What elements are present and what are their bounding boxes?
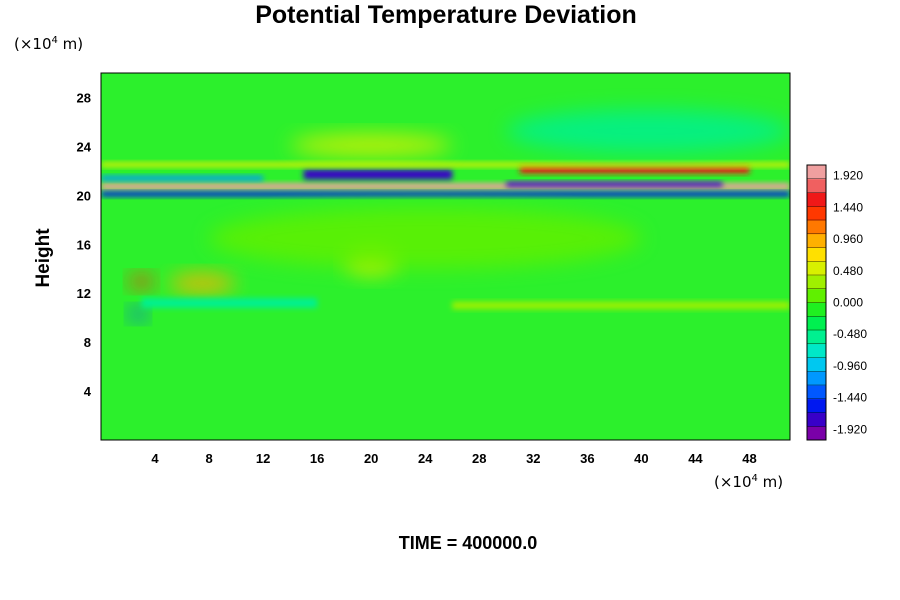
colorbar-tick-label: -0.480 [833,327,867,341]
y-tick-label: 4 [84,384,92,399]
colorbar-segment [807,220,826,235]
x-tick-label: 16 [310,451,324,466]
time-label: TIME = 400000.0 [399,533,538,553]
colorbar-segment [807,385,826,400]
field-band-5 [519,165,750,174]
field-band-14 [452,301,790,310]
x-tick-label: 40 [634,451,648,466]
colorbar-segment [807,316,826,331]
colorbar-segment [807,247,826,262]
x-tick-label: 4 [151,451,159,466]
colorbar [806,164,827,441]
y-tick-label: 12 [77,286,91,301]
field-band-0 [101,183,790,190]
field-blob-9 [128,274,156,289]
colorbar-tick-label: -1.440 [833,391,867,405]
colorbar-segment [807,398,826,413]
field-band-1 [303,169,453,180]
field-band-3 [101,191,790,197]
x-axis-ticks: 4 8 12 16 20 24 28 32 36 40 44 48 [151,451,756,466]
colorbar-tick-label: -1.920 [833,422,867,436]
y-tick-label: 24 [77,139,92,154]
x-axis-unit: (×104 m) [714,473,783,491]
x-tick-label: 48 [742,451,756,466]
colorbar-ticks: 1.920 1.440 0.960 0.480 0.000 -0.480 -0.960 -1.… [833,169,867,437]
colorbar-segment [807,261,826,276]
x-tick-label: 32 [526,451,540,466]
plot-frame [100,72,791,441]
y-tick-label: 28 [77,90,91,105]
colorbar-segment [807,302,826,317]
colorbar-tick-label: 0.000 [833,296,863,310]
y-tick-label: 20 [77,188,91,203]
field-blob-7 [290,134,453,157]
y-axis-label: Height [33,228,54,288]
x-tick-label: 24 [418,451,433,466]
field-blob-8 [506,109,790,153]
colorbar-segment [807,206,826,221]
colorbar-segment [807,330,826,345]
colorbar-tick-label: 0.480 [833,264,863,278]
colorbar-tick-label: 0.960 [833,232,863,246]
field-blob-12 [128,307,149,321]
field-band-13 [141,298,318,308]
x-tick-label: 44 [688,451,703,466]
y-tick-label: 16 [77,237,91,252]
x-tick-label: 36 [580,451,594,466]
field-blob-10 [168,273,237,294]
y-axis-unit: (×104 m) [14,35,83,53]
field-band-4 [101,175,264,181]
colorbar-frame [806,164,827,441]
colorbar-segment [807,178,826,193]
colorbar-segment [807,165,826,180]
field-band-2 [506,181,723,187]
field-blob-15 [209,207,642,269]
x-tick-label: 8 [205,451,212,466]
colorbar-segment [807,233,826,248]
colorbar-tick-label: -0.960 [833,359,867,373]
colorbar-segment [807,288,826,303]
colorbar-segment [807,426,826,441]
y-tick-label: 8 [84,335,91,350]
chart-title: Potential Temperature Deviation [255,1,637,29]
colorbar-segment [807,275,826,290]
colorbar-segment [807,343,826,358]
colorbar-segment [807,357,826,372]
x-tick-label: 12 [256,451,270,466]
colorbar-tick-label: 1.440 [833,200,863,214]
field-layer [101,109,790,321]
x-tick-label: 28 [472,451,486,466]
colorbar-segment [807,371,826,386]
x-tick-label: 20 [364,451,378,466]
colorbar-segment [807,192,826,207]
y-axis-ticks: 4 8 12 16 20 24 28 [77,90,92,399]
colorbar-tick-label: 1.920 [833,169,863,183]
field-band-6 [101,162,790,168]
colorbar-segment [807,412,826,427]
plot-area [100,72,791,441]
